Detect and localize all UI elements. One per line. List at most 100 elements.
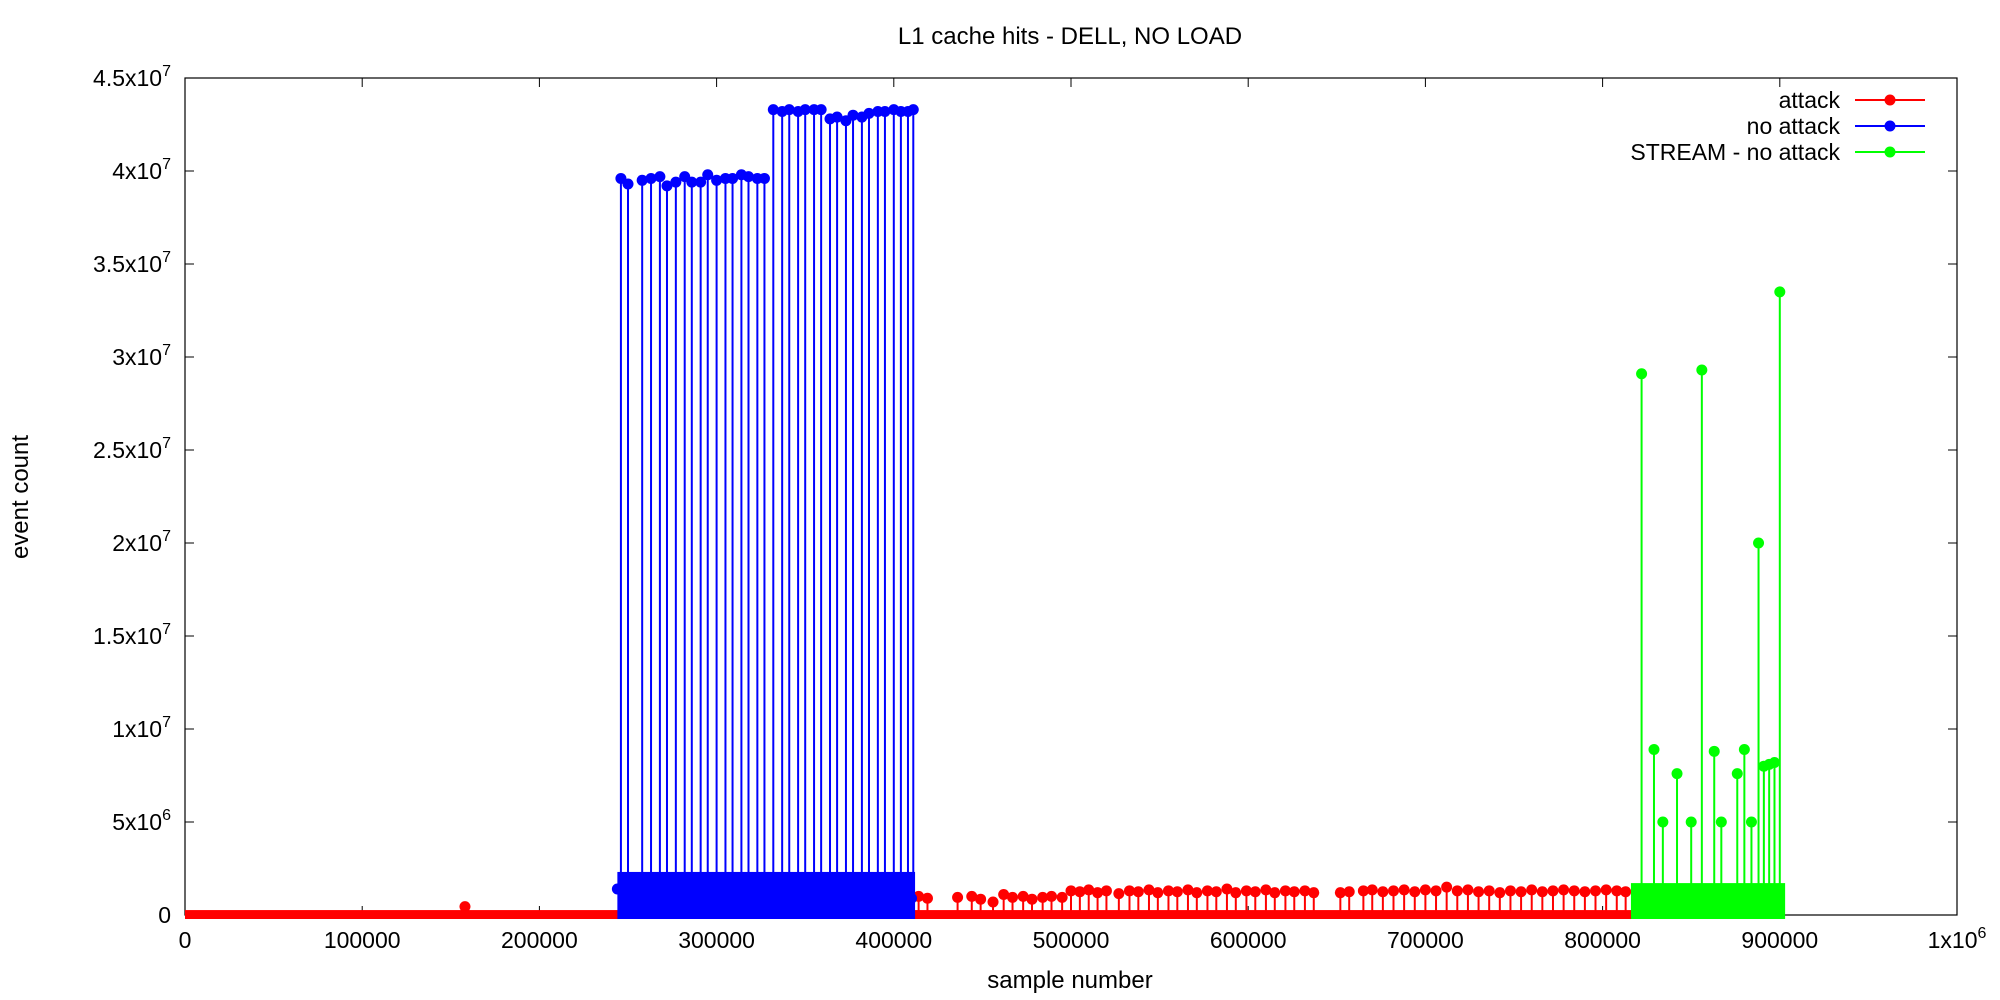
y-tick-label-exponent: 7 bbox=[162, 156, 171, 173]
data-point bbox=[1343, 886, 1355, 898]
y-tick-label: 4x107 bbox=[112, 156, 171, 184]
data-point bbox=[1731, 768, 1743, 780]
data-point bbox=[1221, 883, 1233, 895]
data-point bbox=[831, 111, 843, 123]
data-point bbox=[1113, 888, 1125, 900]
x-tick-label: 100000 bbox=[324, 927, 401, 953]
data-point bbox=[966, 890, 978, 902]
data-point bbox=[1269, 887, 1281, 899]
plot-area: 0 100000 200000 300000 400000 500000 600000 700… bbox=[93, 63, 1986, 953]
series-attack bbox=[185, 881, 1635, 919]
data-point bbox=[459, 901, 471, 913]
data-point bbox=[1065, 885, 1077, 897]
data-point bbox=[1494, 887, 1506, 899]
data-point bbox=[1441, 881, 1453, 893]
x-tick-label: 600000 bbox=[1210, 927, 1287, 953]
data-point bbox=[1288, 886, 1300, 898]
y-tick-label: 0 bbox=[158, 902, 171, 928]
data-point bbox=[1590, 885, 1602, 897]
data-point bbox=[847, 109, 859, 121]
data-point bbox=[611, 883, 623, 895]
data-point bbox=[1768, 756, 1780, 768]
data-point bbox=[758, 172, 770, 184]
data-point bbox=[1473, 886, 1485, 898]
data-point bbox=[1083, 884, 1095, 896]
data-point bbox=[1685, 816, 1697, 828]
data-point bbox=[1201, 885, 1213, 897]
data-point bbox=[1056, 891, 1068, 903]
data-point bbox=[1483, 885, 1495, 897]
data-point bbox=[1074, 886, 1086, 898]
data-point bbox=[1100, 885, 1112, 897]
data-point bbox=[645, 172, 657, 184]
data-point bbox=[1037, 891, 1049, 903]
data-point bbox=[636, 174, 648, 186]
data-point bbox=[1753, 537, 1765, 549]
data-point bbox=[1182, 884, 1194, 896]
data-point bbox=[1708, 745, 1720, 757]
data-point bbox=[952, 891, 964, 903]
y-tick-label: 3.5x107 bbox=[93, 249, 171, 277]
data-point bbox=[1620, 886, 1632, 898]
x-tick-label: 900000 bbox=[1741, 927, 1818, 953]
data-point bbox=[1230, 887, 1242, 899]
data-point bbox=[1515, 886, 1527, 898]
y-tick-label: 3x107 bbox=[112, 342, 171, 370]
data-point bbox=[622, 178, 634, 190]
data-point bbox=[1210, 886, 1222, 898]
y-tick-label: 1.5x107 bbox=[93, 621, 171, 649]
data-point bbox=[1191, 887, 1203, 899]
data-point bbox=[815, 104, 827, 116]
y-tick-label: 2x107 bbox=[112, 528, 171, 556]
data-point bbox=[1357, 885, 1369, 897]
data-point bbox=[1017, 890, 1029, 902]
data-point bbox=[1334, 887, 1346, 899]
data-point bbox=[1648, 743, 1660, 755]
data-point bbox=[742, 171, 754, 183]
x-axis-label: sample number bbox=[987, 967, 1152, 994]
x-tick-label-exponent: 6 bbox=[1977, 925, 1986, 942]
data-point bbox=[1462, 884, 1474, 896]
data-point bbox=[695, 176, 707, 188]
y-tick-label-exponent: 7 bbox=[162, 249, 171, 266]
series-stream-no-attack bbox=[1630, 286, 1786, 919]
data-point bbox=[1774, 286, 1786, 298]
data-point bbox=[783, 104, 795, 116]
data-point bbox=[975, 893, 987, 905]
chart-title: L1 cache hits - DELL, NO LOAD bbox=[898, 23, 1242, 50]
data-point bbox=[767, 104, 779, 116]
data-point bbox=[661, 180, 673, 192]
data-point bbox=[670, 176, 682, 188]
data-point bbox=[1419, 884, 1431, 896]
data-point bbox=[998, 889, 1010, 901]
x-tick-label: 1x106 bbox=[1928, 925, 1987, 953]
data-point bbox=[1249, 886, 1261, 898]
data-point bbox=[1092, 887, 1104, 899]
data-point bbox=[727, 172, 739, 184]
data-point bbox=[1738, 743, 1750, 755]
data-point bbox=[1715, 816, 1727, 828]
data-point bbox=[1260, 884, 1272, 896]
x-tick-label: 200000 bbox=[501, 927, 578, 953]
data-point bbox=[863, 107, 875, 119]
legend-swatch-marker bbox=[1884, 94, 1896, 106]
data-point bbox=[1143, 884, 1155, 896]
x-tick-label: 400000 bbox=[855, 927, 932, 953]
x-tick-label: 700000 bbox=[1387, 927, 1464, 953]
data-point bbox=[702, 169, 714, 181]
y-tick-label: 1x107 bbox=[112, 714, 171, 742]
y-tick-label-exponent: 7 bbox=[162, 342, 171, 359]
y-axis-label: event count bbox=[7, 435, 34, 559]
data-point bbox=[799, 104, 811, 116]
data-point bbox=[1558, 884, 1570, 896]
data-point bbox=[906, 892, 918, 904]
data-point bbox=[1451, 885, 1463, 897]
data-point bbox=[907, 104, 919, 116]
data-point bbox=[1132, 886, 1144, 898]
legend-swatch-marker bbox=[1884, 120, 1896, 132]
data-point bbox=[1046, 890, 1058, 902]
y-tick-label: 4.5x107 bbox=[93, 63, 171, 91]
data-point bbox=[757, 898, 769, 910]
